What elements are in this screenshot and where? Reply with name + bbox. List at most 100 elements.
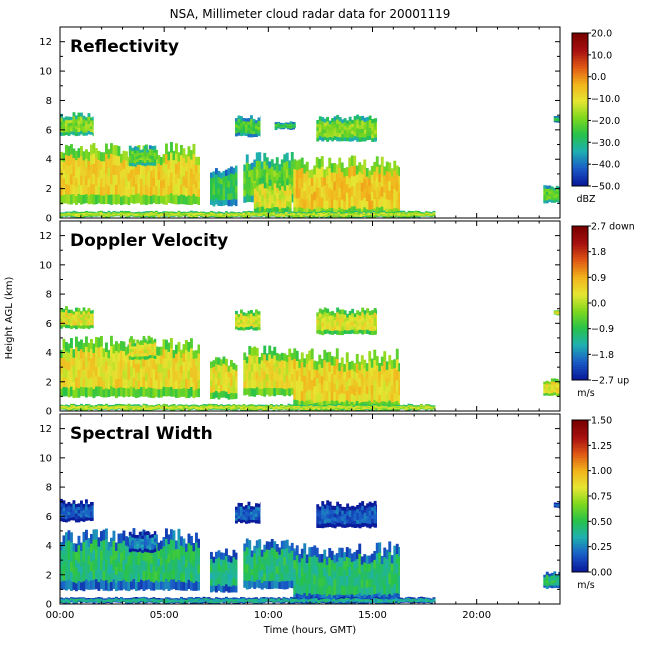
radar-cell: [170, 338, 173, 349]
radar-cell: [338, 313, 342, 319]
radar-cell: [378, 394, 382, 403]
radar-cell: [363, 169, 367, 179]
radar-cell: [373, 379, 377, 390]
radar-cell: [257, 120, 261, 124]
radar-cell: [300, 390, 304, 401]
radar-cell: [190, 159, 193, 169]
radar-cell: [363, 133, 367, 138]
radar-cell: [351, 312, 355, 318]
radar-cell: [382, 210, 386, 213]
radar-cell: [235, 179, 238, 187]
radar-cell: [558, 195, 561, 199]
radar-cell: [222, 406, 226, 408]
radar-cell: [336, 136, 340, 142]
radar-cell: [65, 407, 68, 409]
radar-cell: [245, 211, 248, 213]
radar-cell: [287, 122, 290, 125]
radar-cell: [318, 325, 322, 331]
radar-cell: [82, 387, 86, 397]
radar-cell: [380, 211, 383, 214]
radar-cell: [402, 213, 406, 216]
radar-cell: [152, 557, 156, 567]
radar-cell: [82, 317, 86, 322]
radar-cell: [350, 214, 353, 217]
radar-cell: [205, 408, 208, 411]
radar-cell: [87, 360, 91, 370]
radar-cell: [325, 408, 328, 410]
radar-cell: [243, 352, 247, 360]
colorbar-segment: [572, 359, 588, 363]
radar-cell: [60, 365, 63, 374]
radar-cell: [271, 207, 275, 213]
radar-cell: [232, 392, 236, 400]
radar-cell: [308, 170, 312, 179]
radar-cell: [400, 211, 403, 214]
radar-cell: [323, 320, 327, 326]
radar-cell: [290, 407, 293, 409]
radar-cell: [190, 186, 193, 196]
radar-cell: [265, 408, 268, 411]
radar-cell: [257, 407, 261, 409]
radar-cell: [285, 375, 289, 382]
radar-cell: [372, 210, 376, 213]
radar-cell: [287, 123, 290, 126]
radar-cell: [387, 408, 391, 410]
radar-cell: [351, 329, 355, 334]
radar-cell: [420, 407, 423, 409]
radar-cell: [248, 379, 252, 389]
radar-cell: [205, 215, 208, 218]
radar-cell: [361, 124, 365, 129]
radar-cell: [105, 360, 108, 371]
radar-cell: [317, 215, 321, 217]
radar-cell: [345, 408, 348, 411]
radar-cell: [346, 320, 350, 324]
radar-cell: [75, 507, 78, 511]
radar-cell: [92, 212, 96, 214]
radar-cell: [100, 186, 103, 196]
radar-cell: [270, 159, 274, 167]
radar-cell: [310, 177, 314, 186]
radar-cell: [263, 379, 267, 389]
radar-cell: [317, 214, 321, 216]
radar-cell: [250, 115, 253, 120]
radar-cell: [325, 406, 328, 408]
radar-cell: [255, 309, 258, 314]
radar-cell: [151, 149, 155, 153]
radar-cell: [180, 405, 183, 407]
radar-cell: [95, 405, 98, 407]
radar-cell: [353, 205, 357, 217]
radar-cell: [235, 121, 238, 125]
radar-cell: [372, 403, 376, 406]
radar-cell: [375, 392, 379, 402]
radar-cell: [70, 367, 73, 378]
radar-cell: [65, 368, 68, 379]
radar-cell: [262, 213, 266, 215]
radar-cell: [343, 393, 347, 402]
radar-cell: [237, 122, 241, 126]
radar-cell: [340, 392, 344, 402]
radar-cell: [160, 407, 163, 409]
radar-cell: [95, 376, 98, 387]
radar-cell: [240, 129, 243, 133]
radar-cell: [327, 409, 331, 411]
radar-cell: [72, 215, 76, 218]
radar-cell: [212, 407, 216, 409]
radar-cell: [348, 318, 352, 323]
radar-cell: [368, 170, 372, 179]
radar-cell: [350, 175, 354, 187]
radar-cell: [253, 388, 257, 397]
radar-cell: [362, 212, 366, 214]
radar-cell: [348, 326, 352, 331]
radar-cell: [142, 211, 146, 213]
radar-cell: [72, 127, 76, 132]
radar-cell: [250, 313, 253, 317]
radar-cell: [420, 212, 423, 214]
radar-cell: [260, 168, 264, 176]
radar-cell: [425, 406, 428, 408]
radar-cell: [377, 212, 381, 214]
radar-cell: [148, 161, 152, 166]
radar-cell: [327, 407, 331, 409]
radar-cell: [422, 214, 426, 216]
radar-cell: [62, 500, 66, 505]
radar-cell: [235, 370, 238, 377]
